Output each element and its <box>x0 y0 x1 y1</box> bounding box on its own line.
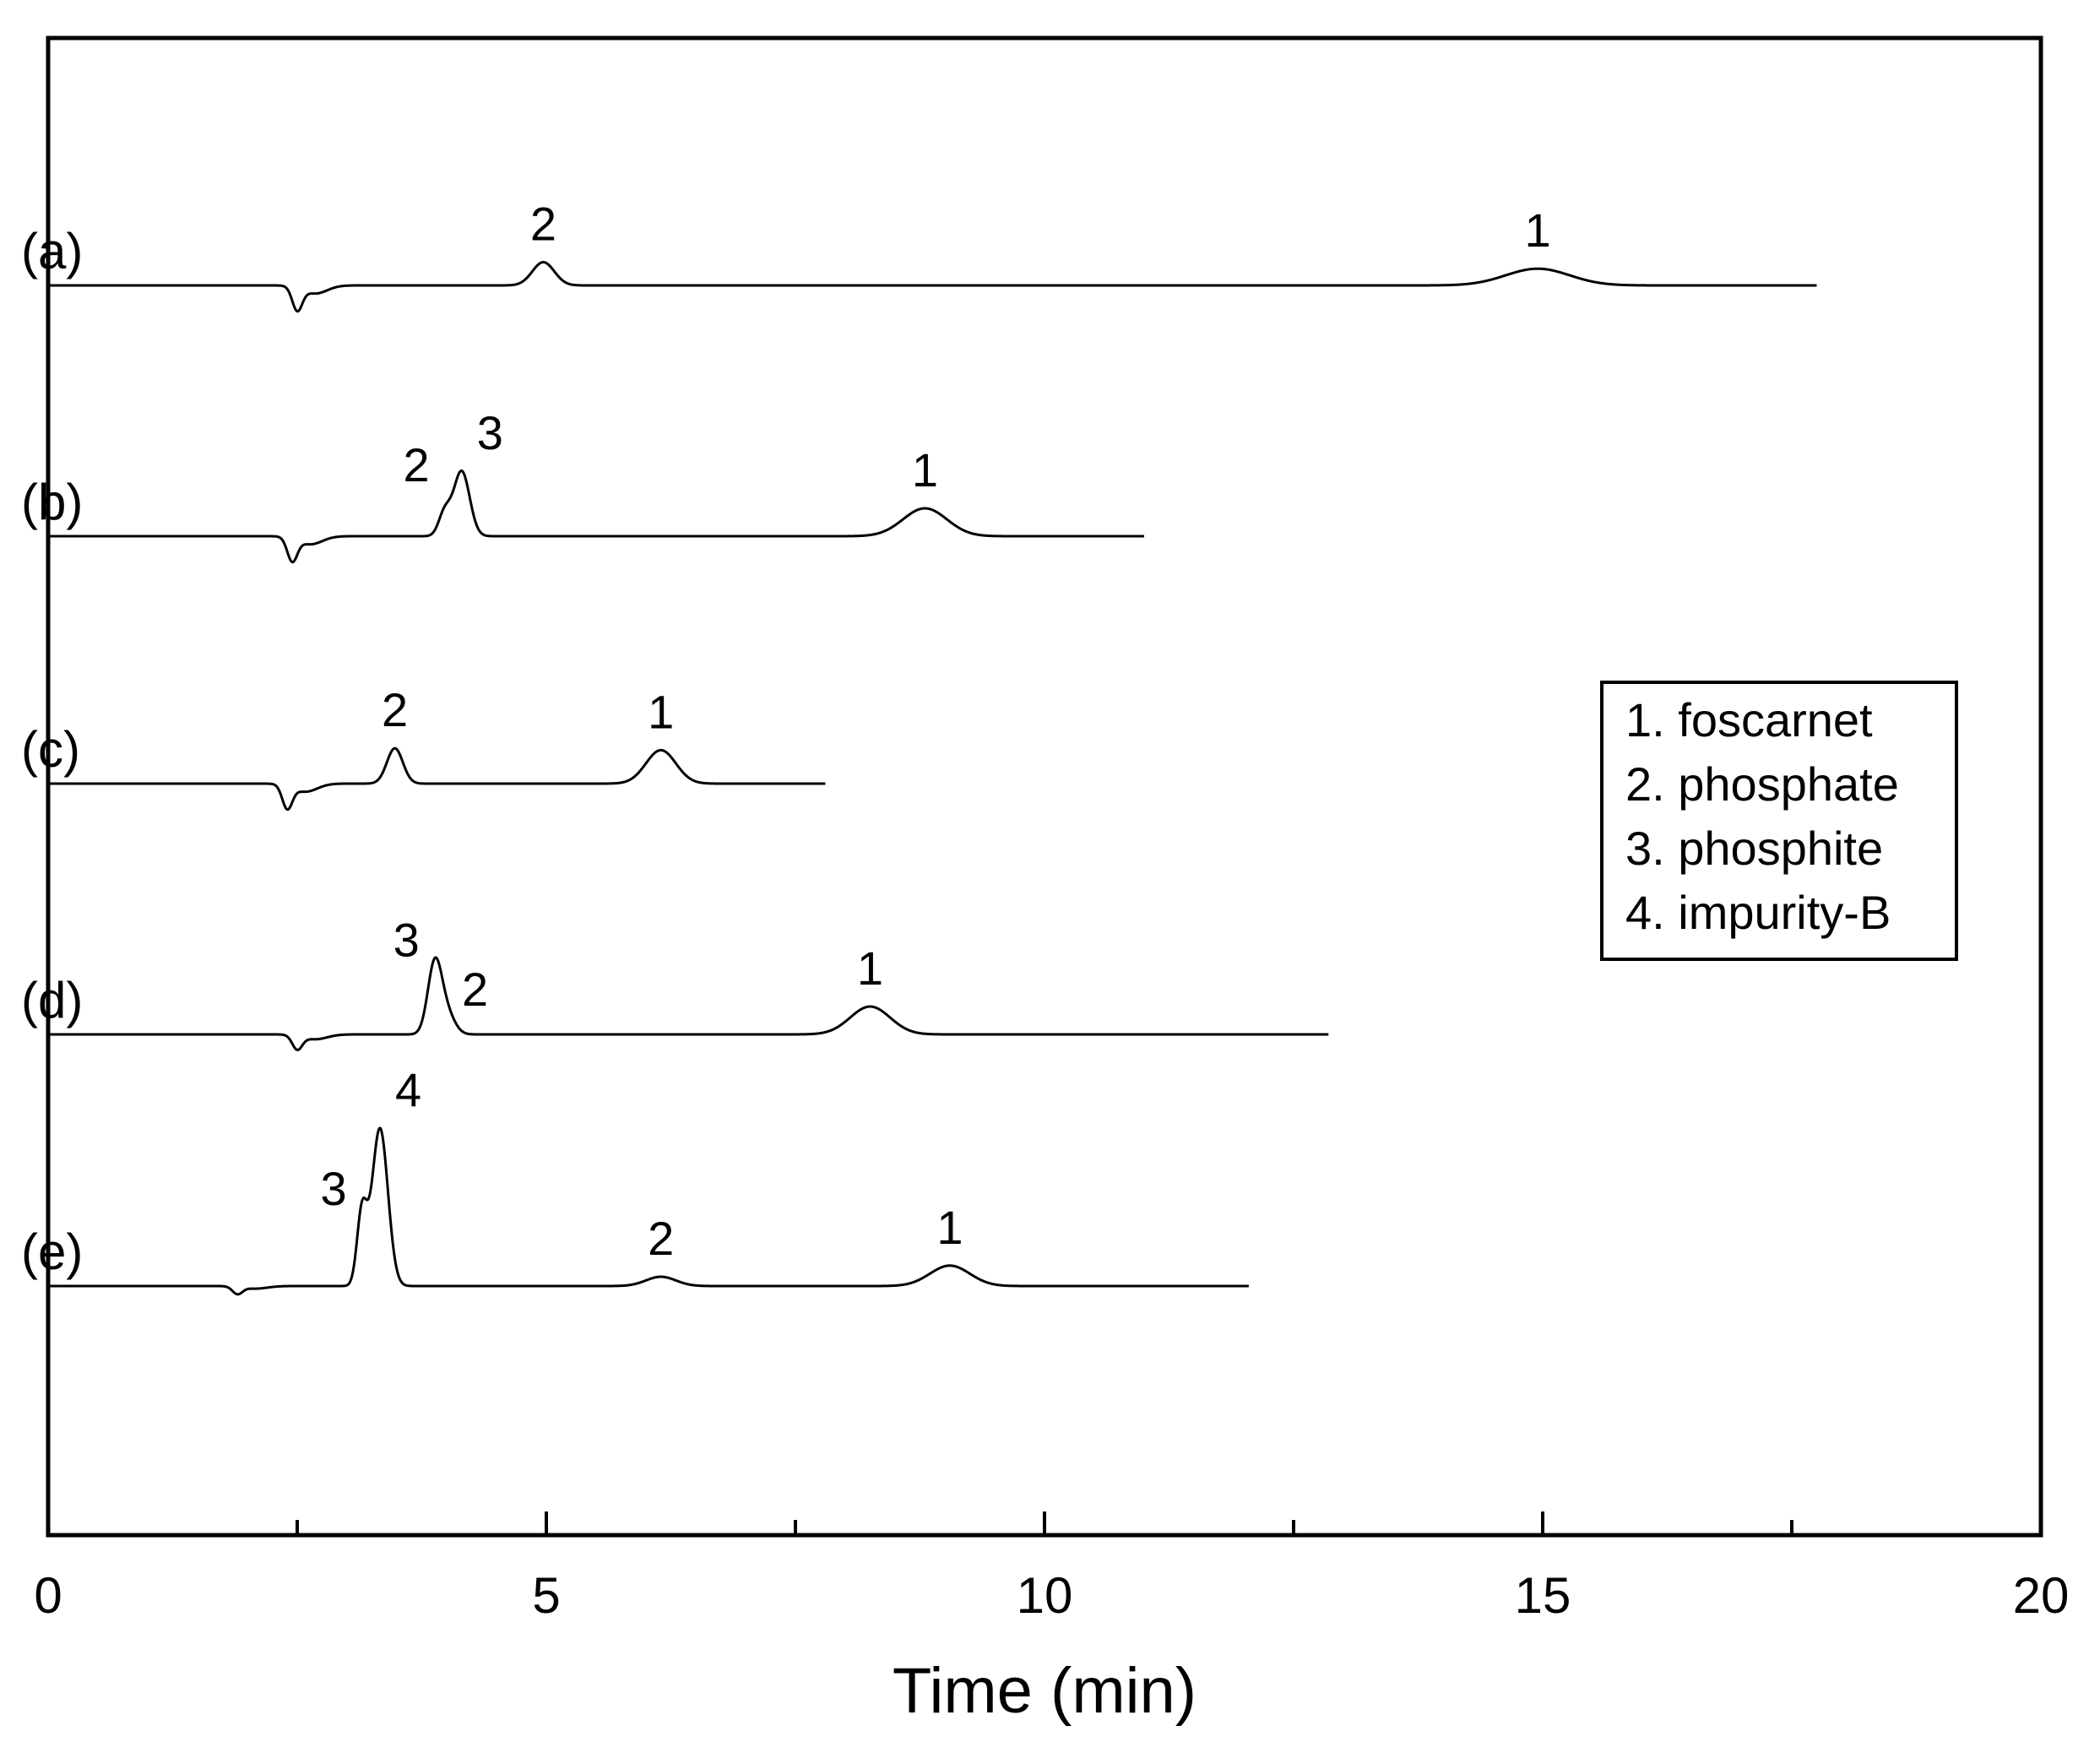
x-axis-label: Time (min) <box>893 1655 1197 1727</box>
trace-label: (b) <box>21 474 83 530</box>
chromatogram-trace <box>47 469 1145 564</box>
peak-label: 2 <box>382 683 408 736</box>
peak-label: 3 <box>477 406 503 459</box>
trace-group: (e) 34 2 1 <box>21 1063 1250 1296</box>
trace-label: (c) <box>21 721 80 778</box>
chromatogram-trace <box>47 956 1330 1051</box>
peak-label: 2 <box>648 1212 674 1265</box>
trace-label: (d) <box>21 972 83 1028</box>
x-tick-label: 15 <box>1515 1567 1571 1624</box>
trace-group: (a) 2 1 <box>21 198 1818 313</box>
legend-entry: 4. impurity-B <box>1625 886 1891 939</box>
peak-label: 2 <box>530 198 556 251</box>
peak-label: 3 <box>321 1162 347 1215</box>
peak-label: 1 <box>857 942 883 995</box>
peak-label: 2 <box>403 438 429 491</box>
peak-label: 2 <box>462 963 488 1016</box>
x-tick-label: 0 <box>34 1567 62 1624</box>
x-tick-label: 5 <box>532 1567 560 1624</box>
legend-box <box>1600 681 1958 961</box>
legend-entry: 1. foscarnet <box>1625 693 1873 746</box>
trace-group: (c) 2 1 <box>21 683 827 811</box>
trace-label: (a) <box>21 223 83 280</box>
trace-group: (d) 32 1 <box>21 914 1330 1051</box>
peak-label: 1 <box>648 685 674 738</box>
peak-label: 3 <box>393 914 420 967</box>
chromatogram-trace <box>47 746 827 811</box>
x-tick-label: 10 <box>1017 1567 1073 1624</box>
peak-label: 1 <box>912 443 938 497</box>
peak-label: 4 <box>395 1063 421 1116</box>
trace-label: (e) <box>21 1224 83 1280</box>
legend-entry: 3. phosphite <box>1625 822 1883 875</box>
peak-label: 1 <box>1525 204 1551 257</box>
peak-label: 1 <box>936 1201 963 1254</box>
chromatogram-trace <box>47 1126 1250 1296</box>
trace-group: (b) 23 1 <box>21 406 1145 564</box>
legend: 1. foscarnet 2. phosphate 3. phosphite 4. i… <box>1600 681 1958 961</box>
legend-entry: 2. phosphate <box>1625 757 1899 811</box>
chromatogram-trace <box>47 261 1818 313</box>
x-tick-label: 20 <box>2013 1567 2070 1624</box>
